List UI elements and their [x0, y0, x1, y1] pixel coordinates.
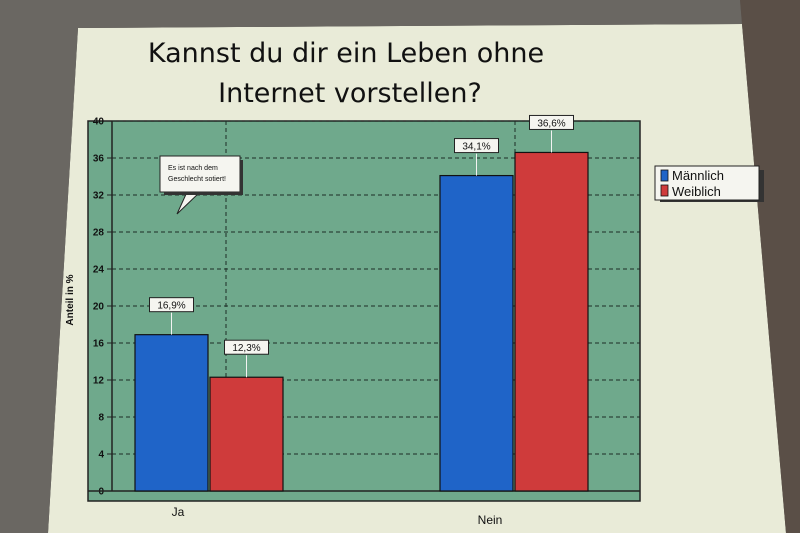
bar-ja-female	[209, 376, 284, 492]
y-tick-label-8: 8	[98, 413, 104, 424]
y-tick-label-36: 36	[93, 154, 105, 165]
data-label-box-ja-male	[149, 297, 194, 313]
y-tick-label-40: 40	[93, 117, 105, 128]
bar-nein-female	[514, 151, 589, 492]
bar-nein-male	[439, 174, 514, 492]
data-label-box-ja-female	[224, 339, 269, 355]
y-tick-label-4: 4	[98, 450, 104, 461]
y-tick-label-12: 12	[93, 376, 105, 387]
y-tick-label-24: 24	[93, 265, 105, 276]
legend-swatch-male	[660, 169, 669, 182]
data-label-box-nein-male	[454, 138, 499, 154]
data-label-box-nein-female	[529, 114, 574, 130]
data-label-nein-male: 34,1%	[462, 142, 490, 153]
x-tick-label-nein: Nein	[478, 513, 503, 527]
y-tick-label-16: 16	[93, 339, 105, 350]
y-tick-label-20: 20	[93, 302, 105, 313]
data-label-ja-male: 16,9%	[157, 301, 185, 312]
x-tick-label-ja: Ja	[172, 505, 185, 519]
chart-title-line-2: Internet vorstellen?	[218, 78, 482, 109]
y-axis-label: Anteil in %	[65, 274, 76, 325]
y-tick-label-0: 0	[98, 487, 104, 498]
y-tick-label-28: 28	[93, 228, 105, 239]
chart-title-line-1: Kannst du dir ein Leben ohne	[148, 38, 544, 69]
annotation-callout: Es ist nach dem Geschlecht sotiert!	[159, 155, 243, 215]
bar-ja-male	[134, 334, 209, 492]
y-axis-ticks: 0 4 8 12 16 20 24 28 32 36 40	[93, 117, 112, 498]
legend: Männlich Weiblich	[654, 165, 764, 202]
y-tick-label-32: 32	[93, 191, 105, 202]
legend-swatch-female	[660, 184, 669, 197]
annotation-text-line-1: Es ist nach dem	[168, 165, 218, 172]
legend-label-female: Weiblich	[672, 184, 721, 199]
legend-label-male: Männlich	[672, 168, 724, 183]
annotation-text-line-2: Geschlecht sotiert!	[168, 176, 226, 183]
data-label-nein-female: 36,6%	[537, 118, 565, 129]
data-label-ja-female: 12,3%	[232, 343, 260, 354]
